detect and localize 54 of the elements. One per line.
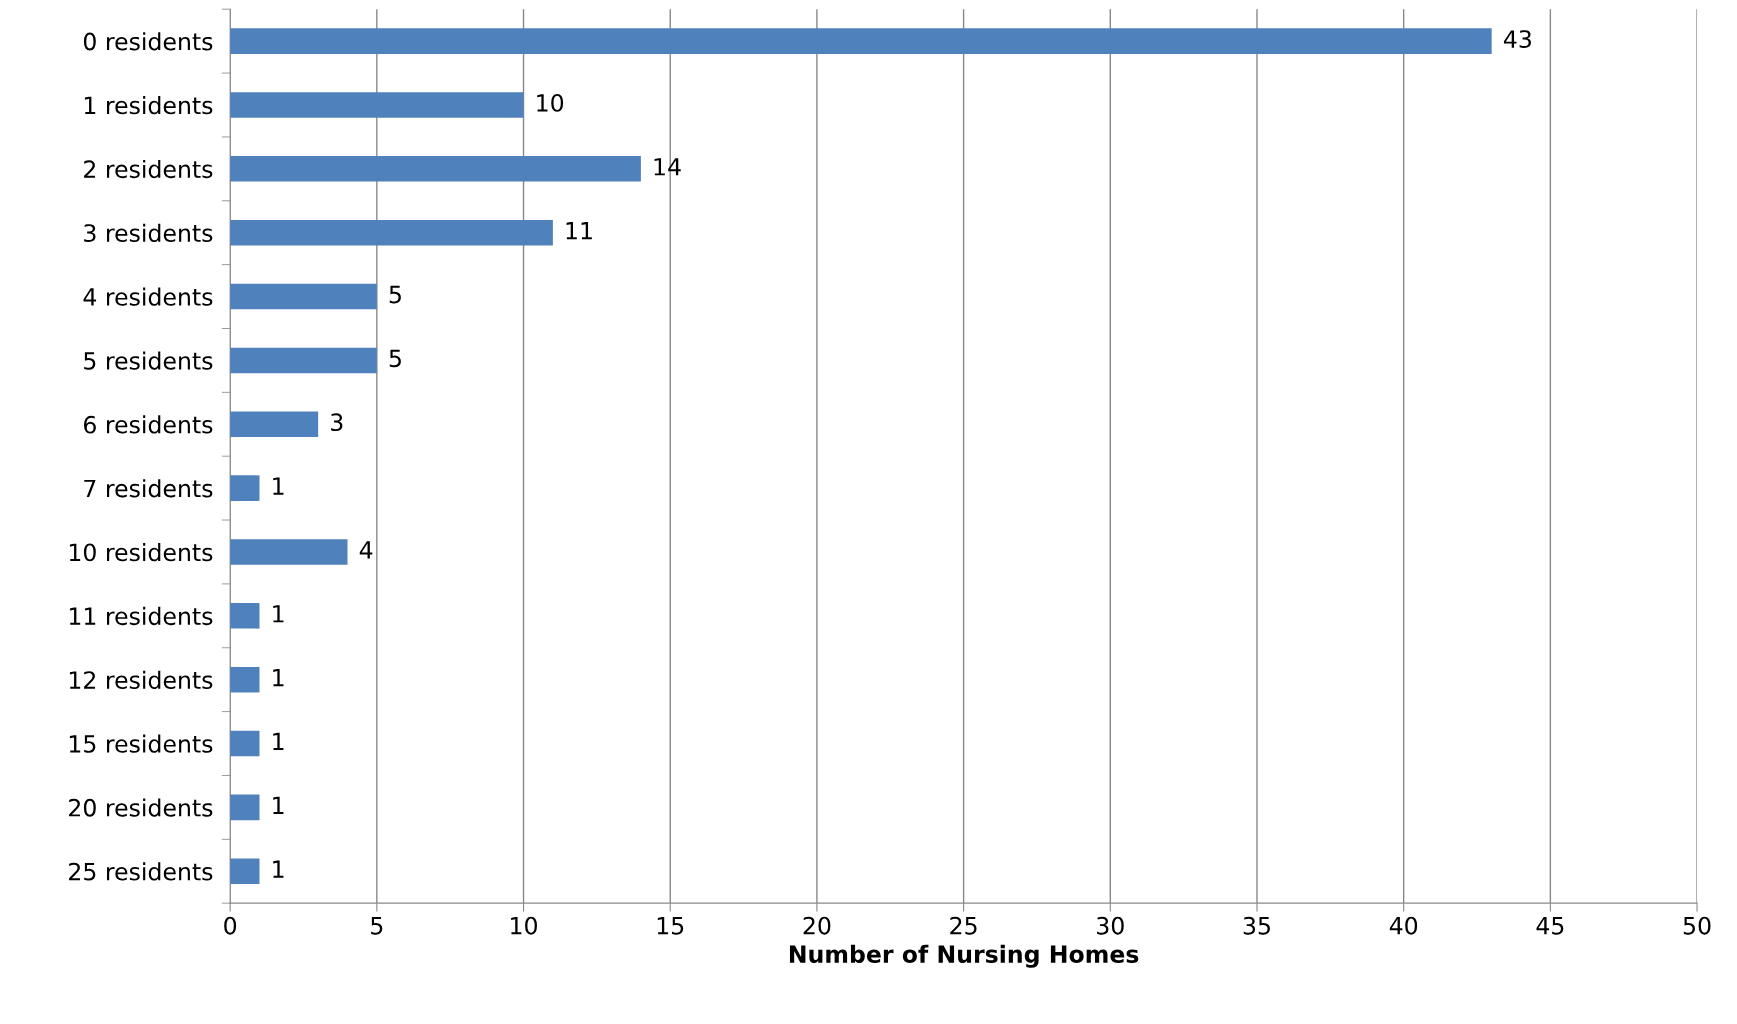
data-label: 1	[273, 732, 284, 751]
x-tick-label: 35	[1243, 916, 1270, 935]
data-label: 11	[566, 222, 592, 240]
y-tick-label: 5 residents	[84, 351, 213, 370]
data-label: 1	[273, 668, 284, 687]
data-label: 14	[654, 158, 681, 176]
data-label: 4	[359, 541, 373, 559]
bar	[230, 28, 1492, 54]
bar	[230, 347, 377, 374]
y-tick-label: 2 residents	[84, 159, 213, 179]
y-tick-label: 15 residents	[69, 734, 213, 753]
bar	[230, 603, 260, 629]
data-label: 5	[389, 349, 401, 368]
data-label: 10	[537, 93, 564, 112]
x-tick-label: 10	[511, 916, 537, 935]
x-tick-label: 50	[1683, 916, 1711, 935]
x-tick-label: 25	[950, 916, 977, 935]
bar	[230, 730, 260, 757]
data-label: 3	[331, 413, 343, 432]
data-label: 5	[389, 285, 401, 304]
y-tick-label: 12 residents	[69, 670, 213, 689]
bar	[230, 794, 260, 821]
y-tick-label: 0 residents	[83, 32, 213, 51]
x-tick-label: 40	[1389, 916, 1418, 935]
y-tick-label: 3 residents	[84, 223, 213, 243]
x-tick-label: 15	[657, 917, 684, 935]
bar	[230, 666, 260, 693]
data-label: 43	[1503, 30, 1531, 48]
y-tick-label: 11 residents	[69, 606, 213, 626]
y-tick-label: 1 residents	[84, 96, 213, 115]
data-label: 1	[273, 605, 284, 623]
x-tick-label: 45	[1536, 917, 1564, 935]
y-tick-label: 20 residents	[69, 798, 213, 817]
y-tick-label: 10 residents	[69, 543, 213, 562]
bar	[230, 92, 524, 118]
bar	[230, 475, 260, 501]
data-label: 1	[273, 860, 284, 878]
bar	[230, 156, 641, 182]
y-tick-label: 7 residents	[84, 479, 213, 498]
y-tick-label: 25 residents	[69, 862, 213, 881]
bar	[230, 858, 260, 885]
x-tick-label: 0	[224, 916, 237, 935]
x-tick-label: 5	[371, 917, 383, 935]
x-tick-label: 30	[1097, 916, 1124, 935]
bar	[230, 219, 553, 246]
x-axis-title: Number of Nursing Homes	[789, 944, 1139, 968]
data-label: 1	[273, 796, 284, 814]
data-label: 1	[273, 477, 284, 495]
bar	[230, 539, 348, 565]
bar	[230, 283, 377, 310]
y-tick-label: 4 residents	[83, 287, 213, 306]
bar	[230, 411, 319, 438]
x-tick-label: 20	[803, 916, 831, 935]
y-tick-label: 6 residents	[84, 415, 213, 434]
